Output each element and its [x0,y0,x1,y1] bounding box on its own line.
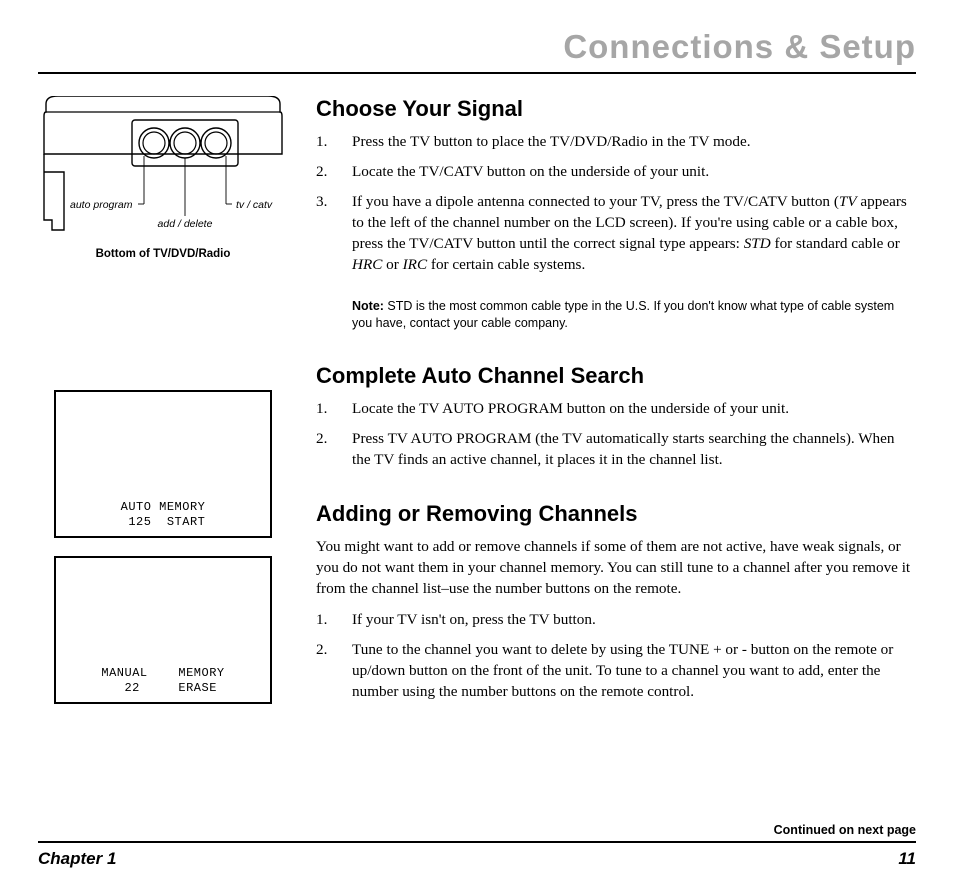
list-item: Press the TV button to place the TV/DVD/… [316,132,916,153]
list-item: If you have a dipole antenna connected t… [316,192,916,276]
right-column: Choose Your Signal Press the TV button t… [316,96,916,725]
continued-label: Continued on next page [38,823,916,837]
device-diagram: auto program add / delete tv / catv Bott… [38,96,288,260]
list-item: Tune to the channel you want to delete b… [316,640,916,703]
page-title: Connections & Setup [38,28,916,66]
heading-choose-signal: Choose Your Signal [316,96,916,122]
heading-add-remove: Adding or Removing Channels [316,501,916,527]
list-item: Locate the TV AUTO PROGRAM button on the… [316,399,916,420]
label-add-delete: add / delete [158,218,213,230]
screen-manual-text: MANUAL MEMORY 22 ERASE [56,666,270,696]
list-add-remove: If your TV isn't on, press the TV button… [316,610,916,703]
diagram-caption: Bottom of TV/DVD/Radio [38,248,288,260]
page-number: 11 [898,849,916,869]
content-area: auto program add / delete tv / catv Bott… [38,96,916,725]
note-label: Note: [352,299,384,313]
intro-add-remove: You might want to add or remove channels… [316,537,916,600]
note-std: Note: STD is the most common cable type … [352,298,916,333]
list-auto-search: Locate the TV AUTO PROGRAM button on the… [316,399,916,471]
list-item: Press TV AUTO PROGRAM (the TV automatica… [316,429,916,471]
page-footer: Continued on next page Chapter 1 11 [38,823,916,869]
list-item: Locate the TV/CATV button on the undersi… [316,162,916,183]
label-auto-program: auto program [70,199,133,211]
chapter-label: Chapter 1 [38,849,116,869]
screen-manual-memory: MANUAL MEMORY 22 ERASE [54,556,272,704]
list-item: If your TV isn't on, press the TV button… [316,610,916,631]
note-text: STD is the most common cable type in the… [352,299,894,331]
label-tv-catv: tv / catv [236,199,273,211]
list-choose-signal: Press the TV button to place the TV/DVD/… [316,132,916,276]
footer-rule [38,841,916,843]
left-column: auto program add / delete tv / catv Bott… [38,96,288,725]
title-rule [38,72,916,74]
heading-auto-search: Complete Auto Channel Search [316,363,916,389]
screen-auto-text: AUTO MEMORY 125 START [56,500,270,530]
screen-auto-memory: AUTO MEMORY 125 START [54,390,272,538]
